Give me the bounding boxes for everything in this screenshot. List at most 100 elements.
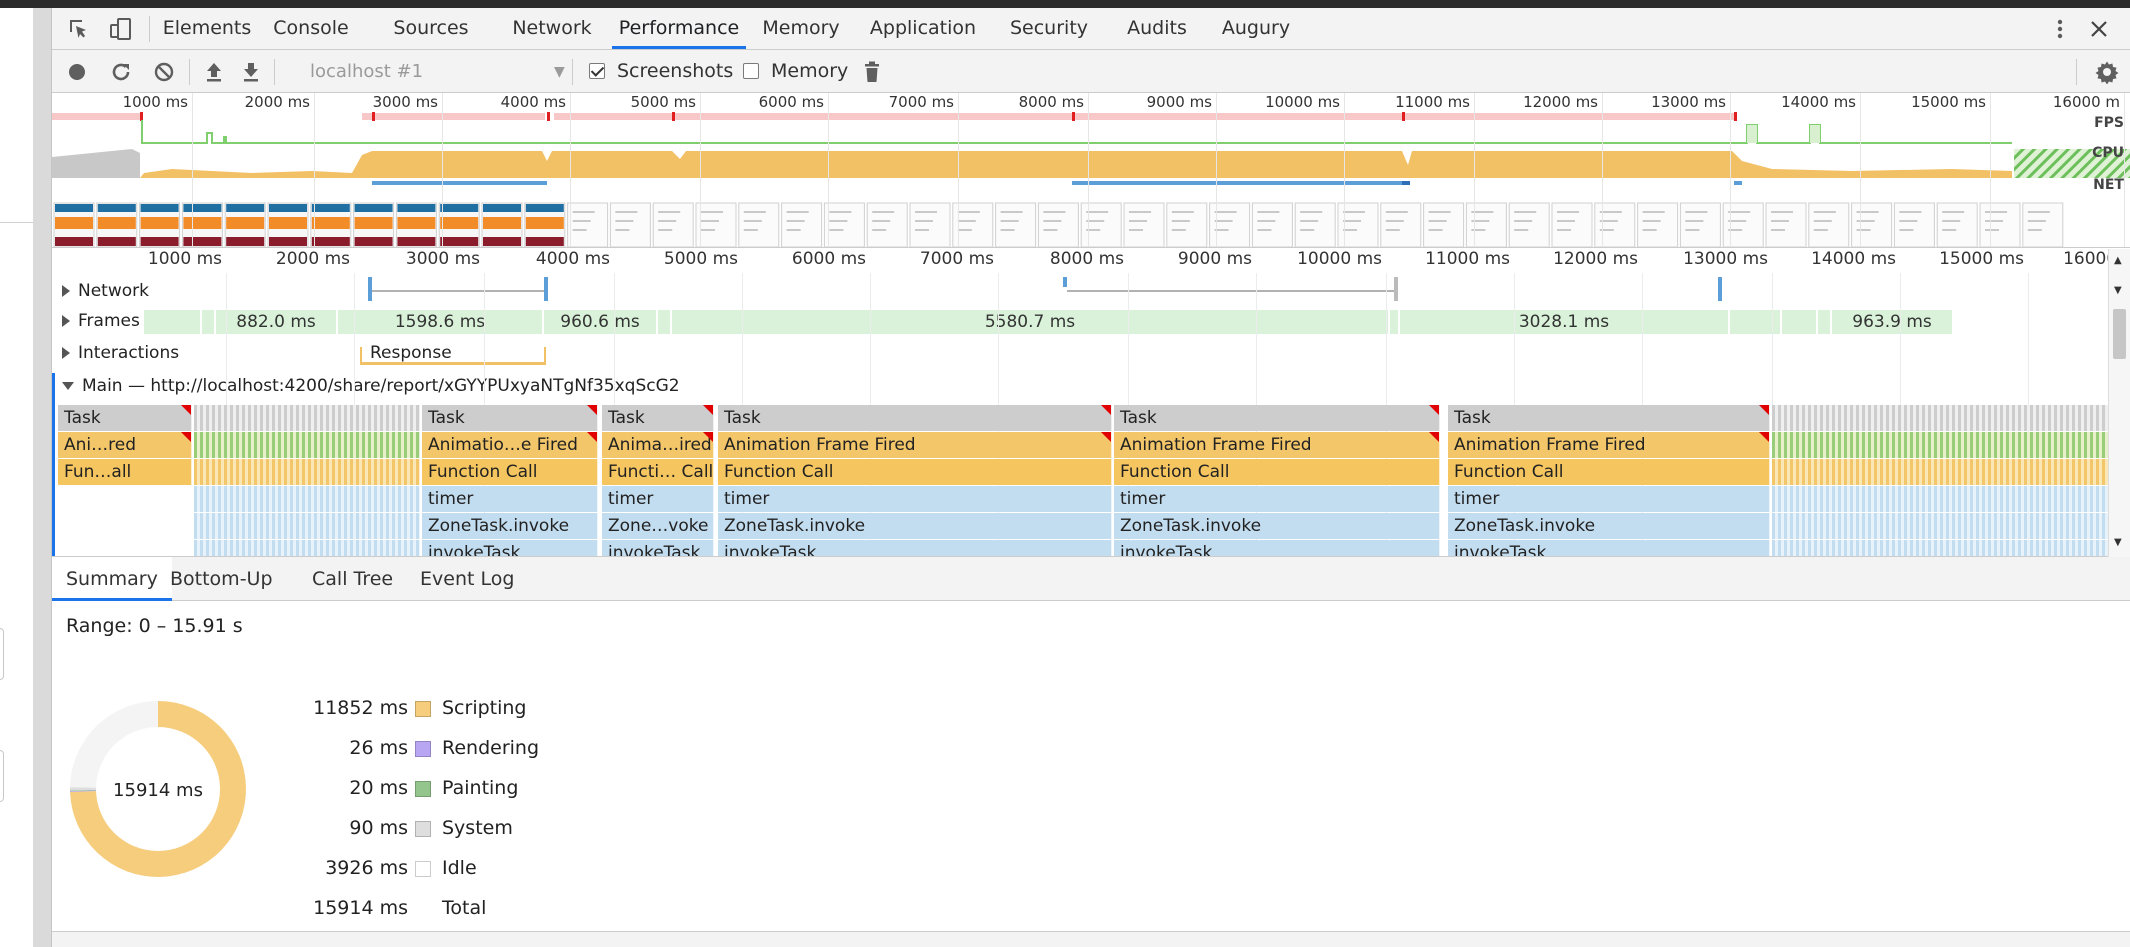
flame-anim-bar[interactable]: Animatio…e Fired: [422, 432, 598, 458]
flame-timer-bar[interactable]: timer: [602, 486, 714, 512]
frame-block[interactable]: 3028.1 ms: [1400, 310, 1728, 334]
flame-task-bar[interactable]: Task: [1114, 405, 1440, 431]
clear-icon[interactable]: [153, 61, 175, 83]
flame-dense-events[interactable]: [1772, 540, 2110, 556]
memory-checkbox[interactable]: [743, 63, 759, 79]
frame-block[interactable]: 960.6 ms: [544, 310, 656, 334]
flame-timer-bar[interactable]: timer: [1114, 486, 1440, 512]
track-main[interactable]: Main — http://localhost:4200/share/repor…: [62, 376, 680, 396]
response-interaction[interactable]: Response: [360, 343, 546, 365]
flame-chart[interactable]: Network Frames 882.0 ms 1598.6 ms 960.6 …: [52, 249, 2130, 557]
flame-scrollbar[interactable]: ▲ ▼ ▼: [2108, 249, 2130, 557]
device-toolbar-icon[interactable]: [108, 16, 134, 42]
frame-block[interactable]: 5580.7 ms: [672, 310, 1388, 334]
track-network[interactable]: Network: [62, 281, 149, 301]
tab-augury[interactable]: Augury: [1221, 17, 1291, 39]
flame-task-bar[interactable]: Task: [1448, 405, 1770, 431]
frame-block[interactable]: [1390, 310, 1398, 334]
trash-icon[interactable]: [862, 60, 882, 84]
track-frames[interactable]: Frames: [62, 311, 140, 331]
flame-task-bar[interactable]: Task: [58, 405, 192, 431]
flame-zone-bar[interactable]: Zone…voke: [602, 513, 714, 539]
tab-memory[interactable]: Memory: [762, 17, 840, 39]
save-profile-icon[interactable]: [240, 60, 262, 84]
flame-anim-bar[interactable]: Animation Frame Fired: [718, 432, 1112, 458]
flame-dense-events[interactable]: [194, 432, 420, 458]
flame-dense-events[interactable]: [194, 459, 420, 485]
flame-invoke-bar[interactable]: invokeTask: [1114, 540, 1440, 556]
flame-timer-bar[interactable]: timer: [1448, 486, 1770, 512]
flame-anim-bar[interactable]: Ani…red: [58, 432, 192, 458]
scroll-down-icon[interactable]: ▼: [2114, 537, 2122, 548]
flame-zone-bar[interactable]: ZoneTask.invoke: [1114, 513, 1440, 539]
flame-invoke-bar[interactable]: invokeTask: [422, 540, 598, 556]
track-interactions[interactable]: Interactions: [62, 343, 179, 363]
flame-timer-bar[interactable]: timer: [718, 486, 1112, 512]
frame-block[interactable]: 1598.6 ms: [338, 310, 542, 334]
frame-block[interactable]: [1730, 310, 1780, 334]
scroll-up-icon[interactable]: ▲: [2114, 255, 2122, 266]
toolbar-separator: [274, 59, 275, 85]
tab-audits[interactable]: Audits: [1127, 17, 1187, 39]
flame-invoke-bar[interactable]: invokeTask: [1448, 540, 1770, 556]
flame-dense-events[interactable]: [194, 405, 420, 431]
flame-dense-events[interactable]: [1772, 486, 2110, 512]
flame-anim-bar[interactable]: Anima…ired: [602, 432, 714, 458]
flame-anim-bar[interactable]: Animation Frame Fired: [1448, 432, 1770, 458]
frame-block[interactable]: [658, 310, 670, 334]
flame-zone-bar[interactable]: ZoneTask.invoke: [1448, 513, 1770, 539]
tab-sources[interactable]: Sources: [393, 17, 469, 39]
flame-invoke-bar[interactable]: invokeTask: [602, 540, 714, 556]
reload-record-icon[interactable]: [110, 61, 132, 83]
flame-func-bar[interactable]: Function Call: [718, 459, 1112, 485]
tab-performance[interactable]: Performance: [612, 8, 746, 49]
flame-task-bar[interactable]: Task: [602, 405, 714, 431]
load-profile-icon[interactable]: [203, 60, 225, 84]
flame-func-bar[interactable]: Fun…all: [58, 459, 192, 485]
inspect-element-icon[interactable]: [66, 16, 92, 42]
flame-func-bar[interactable]: Function Call: [1114, 459, 1440, 485]
flame-dense-events[interactable]: [1772, 432, 2110, 458]
devtools-resize-handle[interactable]: [33, 8, 52, 947]
gear-icon[interactable]: [2094, 59, 2120, 85]
flame-dense-events[interactable]: [194, 540, 420, 556]
details-tab-event-log[interactable]: Event Log: [420, 568, 515, 590]
flame-task-bar[interactable]: Task: [422, 405, 598, 431]
scroll-up-icon[interactable]: ▼: [2114, 285, 2122, 296]
flame-invoke-bar[interactable]: invokeTask: [718, 540, 1112, 556]
flame-dense-events[interactable]: [194, 486, 420, 512]
flame-dense-events[interactable]: [1772, 405, 2110, 431]
frame-block[interactable]: 882.0 ms: [216, 310, 336, 334]
flame-dense-events[interactable]: [1772, 513, 2110, 539]
scrollbar-thumb[interactable]: [2113, 309, 2126, 359]
flame-anim-bar[interactable]: Animation Frame Fired: [1114, 432, 1440, 458]
flame-timer-bar[interactable]: timer: [422, 486, 598, 512]
record-icon[interactable]: [66, 61, 88, 83]
tab-security[interactable]: Security: [1009, 17, 1089, 39]
frame-block[interactable]: [144, 310, 200, 334]
tab-elements[interactable]: Elements: [162, 17, 252, 39]
flame-dense-events[interactable]: [194, 513, 420, 539]
more-options-icon[interactable]: [2048, 16, 2072, 42]
tab-console[interactable]: Console: [273, 17, 349, 39]
screenshots-checkbox[interactable]: [589, 63, 605, 79]
timeline-overview[interactable]: FPS CPU NET 1000 ms 2000 ms 3000 ms 4000 ms…: [52, 93, 2130, 248]
flame-task-bar[interactable]: Task: [718, 405, 1112, 431]
tab-network[interactable]: Network: [512, 17, 592, 39]
tab-application[interactable]: Application: [869, 17, 977, 39]
details-tab-call-tree[interactable]: Call Tree: [312, 568, 394, 590]
close-icon[interactable]: [2086, 16, 2112, 42]
flame-dense-events[interactable]: [1772, 459, 2110, 485]
flame-zone-bar[interactable]: ZoneTask.invoke: [422, 513, 598, 539]
flame-func-bar[interactable]: Function Call: [422, 459, 598, 485]
frame-block[interactable]: [202, 310, 214, 334]
details-tab-bottom-up[interactable]: Bottom-Up: [170, 568, 273, 590]
frame-block[interactable]: 963.9 ms: [1832, 310, 1952, 334]
flame-func-bar[interactable]: Function Call: [1448, 459, 1770, 485]
frame-block[interactable]: [1818, 310, 1830, 334]
target-select[interactable]: localhost #1 ▼: [310, 59, 580, 85]
flame-func-bar[interactable]: Functi… Call: [602, 459, 714, 485]
flame-zone-bar[interactable]: ZoneTask.invoke: [718, 513, 1112, 539]
frame-block[interactable]: [1782, 310, 1816, 334]
details-tab-summary[interactable]: Summary: [52, 557, 172, 601]
